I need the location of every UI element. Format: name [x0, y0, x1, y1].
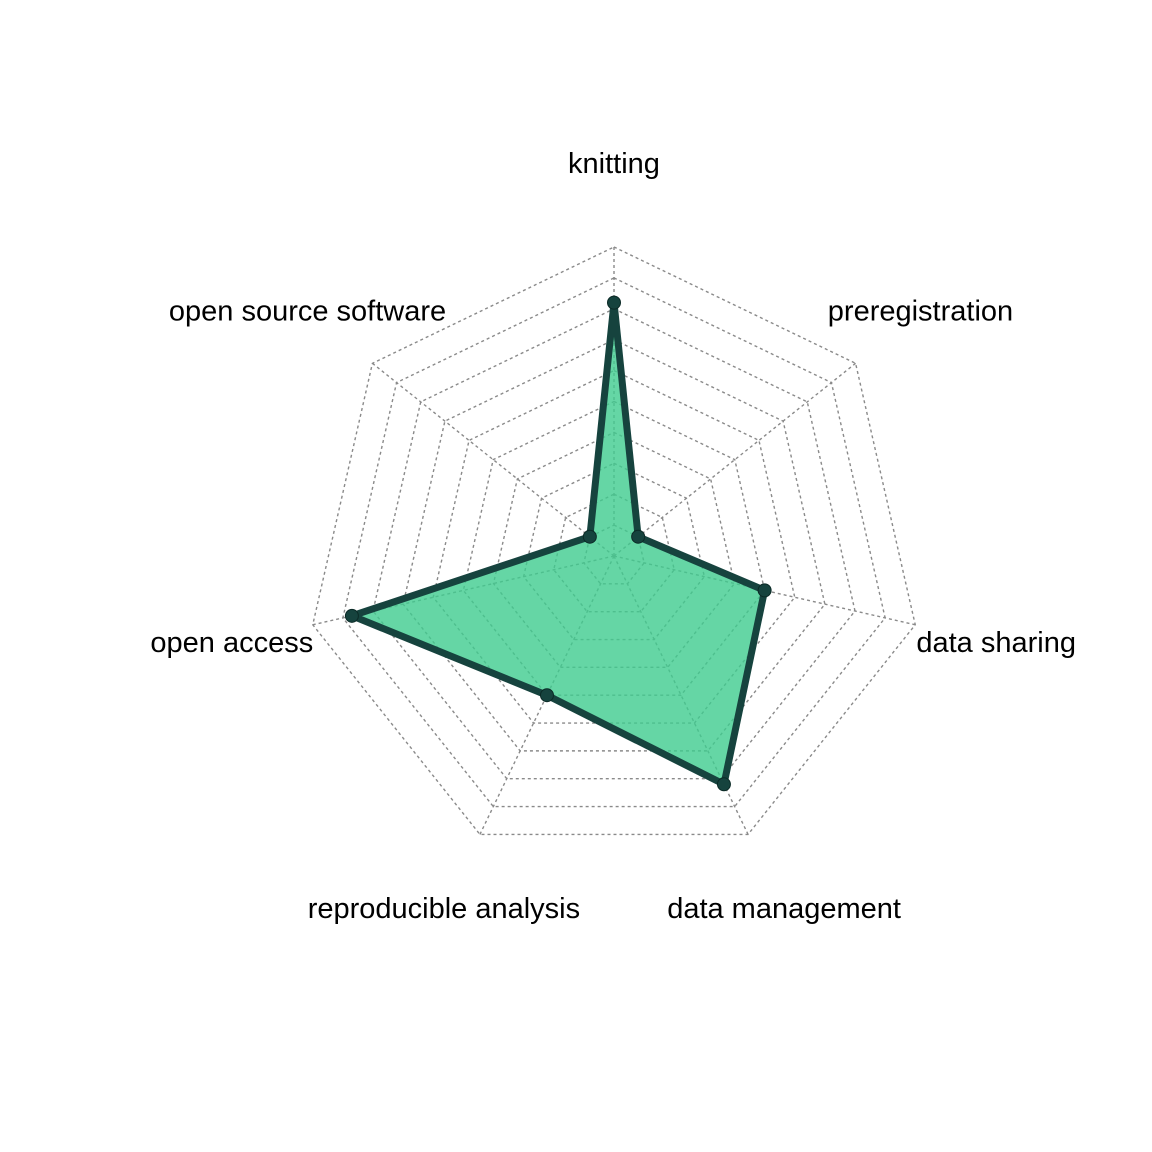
axis-label-data-sharing: data sharing — [916, 627, 1076, 659]
grid-ring-6 — [432, 369, 796, 724]
axis-labels: knitting preregistration data sharing data … — [150, 148, 1076, 925]
series-area — [348, 299, 769, 788]
data-point-data-management — [716, 777, 731, 792]
data-point-knitting — [607, 295, 621, 310]
axis-label-data-management: data management — [667, 893, 901, 925]
data-point-preregistration — [631, 529, 646, 544]
grid-ring-3 — [522, 462, 706, 641]
axis-label-knitting: knitting — [568, 148, 660, 180]
grid-ring-4 — [492, 431, 736, 669]
grid-ring-7 — [402, 338, 826, 752]
data-point-data-sharing — [757, 583, 772, 598]
data-point-open-access — [344, 608, 359, 623]
radar-grid — [311, 246, 917, 836]
data-point-open-source-software — [582, 529, 597, 544]
grid-ring-8 — [372, 308, 856, 780]
axis-label-preregistration: preregistration — [828, 296, 1013, 328]
data-point-reproducible-analysis — [539, 688, 554, 703]
axis-label-open-access: open access — [150, 627, 313, 659]
axis-label-reproducible-analysis: reproducible analysis — [308, 893, 580, 925]
grid-ring-10 — [311, 246, 917, 836]
radar-series — [344, 295, 772, 792]
axis-label-open-source-software: open source software — [169, 296, 446, 328]
